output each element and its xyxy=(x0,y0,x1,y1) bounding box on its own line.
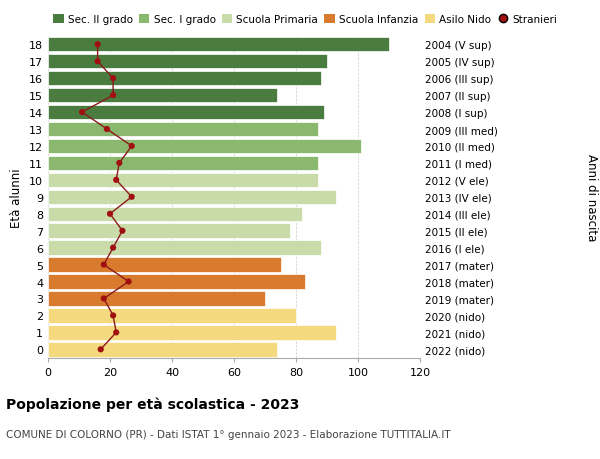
Bar xyxy=(48,325,337,340)
Bar xyxy=(48,72,321,86)
Point xyxy=(105,211,115,218)
Text: Popolazione per età scolastica - 2023: Popolazione per età scolastica - 2023 xyxy=(6,397,299,412)
Text: Anni di nascita: Anni di nascita xyxy=(584,154,598,241)
Point xyxy=(112,177,121,184)
Point xyxy=(99,261,109,269)
Bar xyxy=(48,123,318,137)
Point xyxy=(109,92,118,100)
Point xyxy=(109,312,118,319)
Point xyxy=(127,143,137,150)
Bar xyxy=(48,342,277,357)
Point xyxy=(102,126,112,134)
Point xyxy=(109,75,118,83)
Point xyxy=(124,278,133,285)
Point xyxy=(109,245,118,252)
Point xyxy=(112,329,121,336)
Bar xyxy=(48,291,265,306)
Bar xyxy=(48,308,296,323)
Bar xyxy=(48,241,321,255)
Bar xyxy=(48,157,318,171)
Bar xyxy=(48,55,327,69)
Bar xyxy=(48,140,361,154)
Bar xyxy=(48,275,305,289)
Point xyxy=(93,41,103,49)
Point xyxy=(77,109,87,117)
Bar xyxy=(48,207,302,221)
Bar xyxy=(48,173,318,188)
Point xyxy=(115,160,124,167)
Bar xyxy=(48,89,277,103)
Bar xyxy=(48,106,324,120)
Bar xyxy=(48,258,281,272)
Legend: Sec. II grado, Sec. I grado, Scuola Primaria, Scuola Infanzia, Asilo Nido, Stran: Sec. II grado, Sec. I grado, Scuola Prim… xyxy=(53,15,557,25)
Point xyxy=(127,194,137,201)
Bar xyxy=(48,224,290,238)
Point xyxy=(96,346,106,353)
Point xyxy=(99,295,109,302)
Text: COMUNE DI COLORNO (PR) - Dati ISTAT 1° gennaio 2023 - Elaborazione TUTTITALIA.IT: COMUNE DI COLORNO (PR) - Dati ISTAT 1° g… xyxy=(6,429,451,439)
Bar xyxy=(48,190,337,205)
Bar xyxy=(48,38,389,52)
Point xyxy=(118,228,127,235)
Y-axis label: Età alunni: Età alunni xyxy=(10,168,23,227)
Point xyxy=(93,58,103,66)
